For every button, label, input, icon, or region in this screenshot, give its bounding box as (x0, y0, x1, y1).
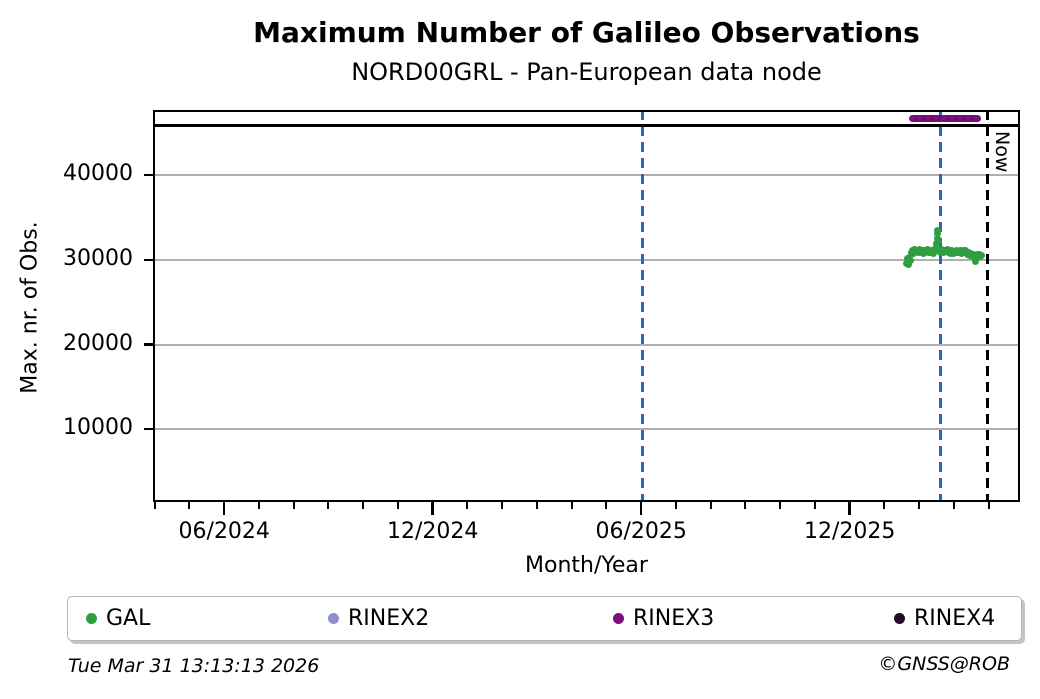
y-gridline (153, 174, 1020, 177)
x-minor-tick (188, 502, 191, 509)
gal-marker-icon (86, 613, 97, 624)
x-minor-tick (466, 502, 469, 509)
rinex4-marker-icon (894, 613, 905, 624)
plot-area (153, 110, 1020, 502)
x-major-tick (431, 502, 434, 515)
y-gridline (153, 343, 1020, 346)
legend-label-rinex3: RINEX3 (633, 606, 715, 631)
legend-item-gal: GAL (86, 597, 150, 640)
chart-title: Maximum Number of Galileo Observations (253, 16, 920, 49)
x-axis-label: Month/Year (525, 553, 648, 578)
x-minor-tick (813, 502, 816, 509)
copyright-credit: ©GNSS@ROB (878, 653, 1010, 675)
y-tick-label: 40000 (63, 161, 133, 187)
legend-item-rinex4: RINEX4 (894, 597, 995, 640)
x-tick-label: 06/2025 (595, 519, 687, 544)
event-vline (641, 110, 645, 502)
x-tick-label: 12/2024 (387, 519, 479, 544)
x-major-tick (639, 502, 643, 515)
x-minor-tick (535, 502, 538, 509)
y-tick-label: 30000 (63, 245, 133, 271)
y-tick-label: 20000 (63, 330, 133, 356)
x-tick-label: 12/2025 (804, 519, 896, 544)
gal-data-point (971, 258, 979, 266)
rinex3-marker-icon (613, 613, 624, 624)
legend-item-rinex3: RINEX3 (613, 597, 714, 640)
gal-data-point (934, 227, 942, 235)
rinex2-marker-icon (328, 613, 339, 624)
x-minor-tick (779, 502, 782, 509)
x-minor-tick (709, 502, 712, 509)
x-major-tick (222, 502, 226, 515)
x-major-tick (848, 502, 851, 515)
x-minor-tick (883, 502, 886, 509)
legend-label-rinex4: RINEX4 (914, 606, 996, 631)
gal-data-point (935, 237, 943, 245)
x-minor-tick (605, 502, 608, 509)
gal-data-point (978, 251, 986, 259)
max-obs-reference-line (153, 123, 1020, 127)
y-gridline (153, 258, 1020, 261)
x-tick-label: 06/2024 (178, 519, 270, 544)
gal-data-point (904, 261, 912, 268)
gal-data-point (906, 257, 914, 265)
now-vline (986, 110, 990, 502)
x-minor-tick (501, 502, 504, 509)
chart-subtitle: NORD00GRL - Pan-European data node (351, 58, 822, 86)
y-axis-label: Max. nr. of Obs. (17, 221, 43, 394)
y-gridline (153, 428, 1020, 431)
x-minor-tick (153, 502, 156, 509)
x-minor-tick (744, 502, 747, 509)
event-vline (939, 110, 943, 502)
plot-timestamp: Tue Mar 31 13:13:13 2026 (68, 655, 320, 677)
y-tick-label: 10000 (63, 415, 133, 441)
x-minor-tick (362, 502, 365, 509)
legend: GAL RINEX2 RINEX3 RINEX4 (67, 596, 1022, 641)
x-minor-tick (327, 502, 330, 509)
rinex3-data-line (908, 114, 982, 122)
legend-item-rinex2: RINEX2 (328, 597, 429, 640)
x-minor-tick (396, 502, 399, 509)
x-minor-tick (952, 502, 955, 509)
x-minor-tick (570, 502, 573, 509)
y-tick (144, 343, 153, 346)
legend-label-gal: GAL (106, 606, 151, 631)
legend-label-rinex2: RINEX2 (348, 606, 430, 631)
x-minor-tick (918, 502, 921, 509)
y-tick (144, 173, 153, 177)
x-minor-tick (257, 502, 260, 509)
x-minor-tick (292, 502, 295, 509)
y-tick (144, 427, 153, 431)
y-tick (144, 258, 153, 262)
x-minor-tick (987, 502, 990, 509)
x-minor-tick (674, 502, 677, 509)
